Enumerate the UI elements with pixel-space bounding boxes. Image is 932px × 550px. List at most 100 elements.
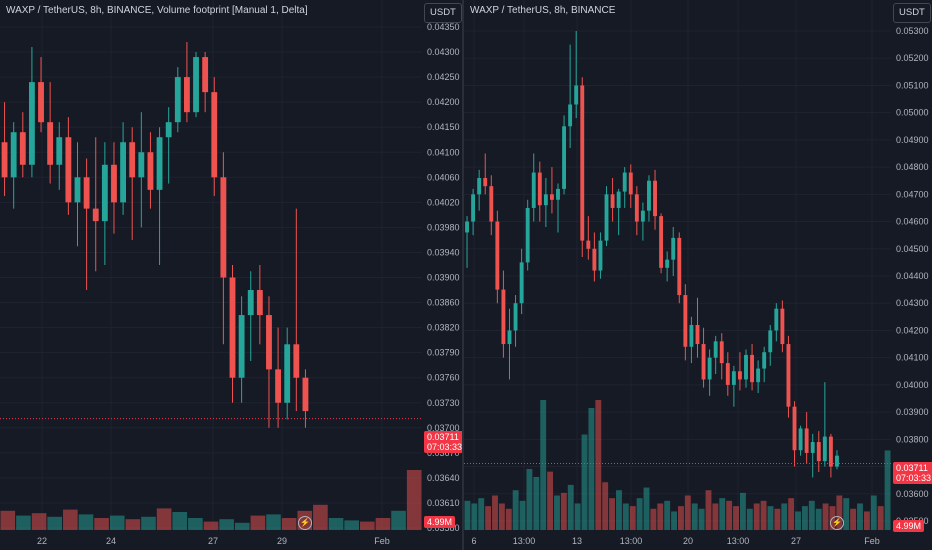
volume-bar [533, 476, 540, 530]
candle-body [750, 354, 755, 383]
volume-bar [781, 503, 788, 530]
candle-body [647, 180, 651, 211]
volume-bar [774, 508, 781, 530]
candle-body [211, 92, 218, 178]
candle-body [574, 85, 579, 105]
volume-bar [344, 520, 359, 530]
volume-bar [156, 508, 172, 530]
candle-body [165, 122, 172, 138]
candle-body [828, 436, 833, 467]
y-tick-label: 0.03820 [427, 323, 460, 333]
candle-body [495, 221, 500, 290]
candle-body [780, 308, 785, 345]
candle-body [519, 262, 524, 304]
volume-bar [554, 495, 560, 530]
right-legend: WAXP / TetherUS, 8h, BINANCE [470, 5, 616, 16]
y-tick-label: 0.04350 [427, 22, 460, 32]
volume-bar [870, 495, 877, 530]
y-tick-label: 0.04100 [896, 353, 929, 363]
volume-bar [719, 498, 726, 530]
volume-bar [203, 521, 219, 530]
y-tick-label: 0.03800 [896, 434, 929, 444]
y-tick-label: 0.03580 [427, 523, 460, 533]
volume-bar [726, 500, 733, 530]
volume-bar [588, 407, 595, 530]
candle-body [483, 178, 488, 187]
right-price-tag-price: 0.03711 [896, 463, 928, 473]
y-tick-label: 0.04100 [427, 147, 460, 157]
y-tick-label: 0.03600 [896, 489, 929, 499]
volume-bar [733, 506, 739, 530]
x-tick-label: 27 [208, 536, 218, 546]
candle-body [293, 344, 300, 378]
volume-bar [492, 495, 498, 530]
right-currency-button[interactable]: USDT [893, 3, 931, 23]
candle-body [725, 363, 730, 385]
candle-body [713, 341, 718, 358]
volume-bar [602, 482, 609, 530]
volume-bar [485, 506, 492, 530]
candle-body [120, 142, 127, 203]
candle-body [465, 221, 469, 233]
volume-bar [843, 498, 850, 530]
candle-body [183, 77, 190, 113]
candle-body [202, 57, 209, 93]
candle-body [822, 436, 827, 462]
candle-body [792, 406, 797, 451]
candle-body [10, 132, 17, 178]
volume-bar [884, 450, 891, 530]
volume-bar [526, 468, 533, 530]
y-tick-label: 0.03760 [427, 373, 460, 383]
candle-body [568, 104, 573, 127]
left-candlestick-chart[interactable]: 0.04350 0.04300 0.04250 0.04200 0.04150 0.041… [0, 0, 462, 550]
left-lightning-icon[interactable]: ⚡ [298, 516, 312, 530]
candle-body [556, 188, 560, 200]
volume-bar [391, 510, 406, 530]
candle-body [489, 186, 494, 222]
y-tick-label: 0.03730 [427, 398, 460, 408]
candle-body [653, 180, 657, 217]
volume-bar [16, 515, 31, 530]
x-tick-label: Feb [374, 536, 390, 546]
right-chart-pane[interactable]: 0.05300 0.05200 0.05100 0.05000 0.04900 0.048… [464, 0, 932, 550]
right-price-tag-countdown: 07:03:33 [896, 473, 932, 483]
candle-body [83, 177, 90, 209]
x-tick-label: 13 [572, 536, 582, 546]
volume-bar [560, 492, 567, 530]
right-candlestick-chart[interactable]: 0.05300 0.05200 0.05100 0.05000 0.04900 0.048… [464, 0, 932, 550]
x-tick-label: Feb [864, 536, 880, 546]
volume-bar [801, 506, 808, 530]
right-volume-tag: 4.99M [893, 520, 925, 532]
candle-body [525, 207, 530, 263]
x-tick-label: 13:00 [620, 536, 643, 546]
volume-bar [47, 516, 63, 530]
x-tick-label: 22 [37, 536, 47, 546]
candle-body [247, 290, 254, 316]
left-currency-button[interactable]: USDT [424, 3, 462, 23]
volume-bar [125, 519, 141, 530]
right-lightning-icon[interactable]: ⚡ [830, 516, 844, 530]
x-tick-label: 24 [106, 536, 116, 546]
volume-bar [328, 518, 344, 530]
candle-body [543, 194, 548, 206]
y-tick-label: 0.04300 [427, 47, 460, 57]
volume-bar [760, 500, 767, 530]
candle-body [816, 442, 821, 462]
volume-bar [313, 504, 328, 530]
volume-bar [836, 495, 843, 530]
pane-separator[interactable] [462, 0, 464, 550]
y-tick-label: 0.03860 [427, 298, 460, 308]
candle-body [531, 172, 536, 208]
candle-body [580, 85, 585, 241]
candle-body [707, 357, 712, 380]
candle-body [786, 344, 791, 407]
volume-bar [109, 515, 125, 530]
candle-body [266, 315, 272, 370]
candle-body [689, 325, 694, 347]
volume-bar [850, 508, 857, 530]
y-tick-label: 0.05100 [896, 80, 929, 90]
left-price-tag: 0.03711 07:03:33 [424, 431, 462, 453]
candle-body [634, 194, 639, 222]
candle-body [238, 315, 245, 378]
left-chart-pane[interactable]: 0.04350 0.04300 0.04250 0.04200 0.04150 0.041… [0, 0, 462, 550]
